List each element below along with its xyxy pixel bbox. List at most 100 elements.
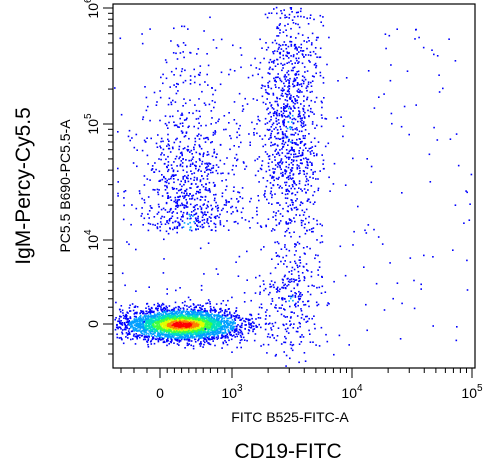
event-dot	[264, 123, 267, 125]
event-dot	[141, 197, 143, 200]
event-dot	[276, 26, 279, 28]
event-dot	[181, 185, 183, 188]
event-dot	[221, 180, 223, 182]
event-dot	[173, 307, 176, 310]
event-dot	[209, 320, 211, 322]
event-dot	[147, 315, 150, 318]
event-dot	[138, 319, 141, 321]
event-dot	[168, 321, 170, 323]
event-dot	[268, 12, 270, 14]
event-dot	[305, 208, 308, 211]
event-dot	[197, 215, 199, 218]
event-dot	[279, 213, 282, 215]
event-dot	[189, 316, 192, 319]
event-dot	[192, 194, 195, 197]
event-dot	[238, 127, 240, 130]
event-dot	[314, 62, 317, 65]
event-dot	[213, 333, 216, 336]
event-dot	[308, 40, 310, 42]
event-dot	[164, 180, 167, 183]
event-dot	[141, 42, 144, 45]
event-dot	[179, 317, 182, 319]
event-dot	[237, 324, 239, 326]
event-dot	[135, 311, 137, 314]
event-dot	[312, 173, 314, 175]
event-dot	[310, 43, 313, 46]
event-dot	[196, 318, 198, 321]
event-dot	[197, 339, 199, 342]
event-dot	[194, 208, 196, 211]
event-dot	[164, 308, 167, 311]
event-dot	[264, 13, 267, 16]
event-dot	[204, 330, 206, 332]
event-dot	[163, 331, 165, 333]
event-dot	[279, 204, 281, 206]
event-dot	[299, 147, 301, 149]
event-dot	[231, 323, 234, 325]
event-dot	[212, 134, 215, 136]
event-dot	[267, 129, 270, 131]
event-dot	[299, 138, 301, 140]
event-dot	[168, 147, 171, 150]
event-dot	[290, 270, 293, 272]
event-dot	[209, 327, 211, 329]
event-dot	[302, 123, 305, 125]
event-dot	[166, 330, 169, 333]
event-dot	[147, 338, 150, 340]
event-dot	[213, 321, 215, 324]
event-dot	[290, 295, 293, 298]
event-dot	[214, 226, 217, 228]
event-dot	[231, 319, 234, 321]
event-dot	[241, 338, 243, 341]
event-dot	[185, 118, 188, 121]
event-dot	[226, 319, 228, 322]
event-dot	[182, 311, 185, 313]
event-dot	[287, 166, 290, 169]
event-dot	[171, 212, 173, 214]
event-dot	[147, 196, 150, 198]
event-dot	[286, 52, 289, 55]
event-dot	[181, 154, 183, 157]
event-dot	[157, 337, 159, 340]
event-dot	[166, 334, 169, 337]
event-dot	[292, 128, 294, 131]
event-dot	[240, 324, 243, 327]
event-dot	[215, 336, 218, 339]
event-dot	[163, 216, 166, 218]
event-dot	[297, 11, 299, 14]
event-dot	[148, 336, 150, 338]
event-dot	[183, 316, 186, 319]
event-dot	[298, 61, 300, 63]
event-dot	[159, 330, 162, 332]
event-dot	[279, 125, 281, 128]
event-dot	[197, 190, 200, 193]
event-dot	[203, 337, 205, 339]
event-dot	[221, 314, 224, 316]
event-dot	[286, 188, 289, 191]
event-dot	[129, 333, 131, 335]
event-dot	[186, 337, 188, 340]
event-dot	[181, 68, 184, 70]
event-dot	[219, 220, 222, 222]
event-dot	[288, 218, 291, 220]
event-dot	[283, 120, 285, 123]
event-dot	[291, 114, 294, 117]
event-dot	[135, 329, 138, 332]
event-dot	[160, 317, 162, 319]
event-dot	[282, 140, 284, 143]
event-dot	[294, 103, 296, 105]
event-dot	[268, 93, 270, 95]
event-dot	[183, 222, 186, 224]
event-dot	[235, 330, 237, 332]
event-dot	[265, 42, 267, 44]
event-dot	[194, 316, 196, 319]
event-dot	[287, 45, 290, 48]
event-dot	[328, 176, 330, 179]
event-dot	[258, 323, 260, 326]
event-dot	[248, 322, 250, 324]
event-dot	[223, 128, 225, 131]
event-dot	[280, 89, 283, 92]
event-dot	[255, 318, 257, 320]
event-dot	[306, 41, 308, 43]
event-dot	[203, 314, 205, 316]
